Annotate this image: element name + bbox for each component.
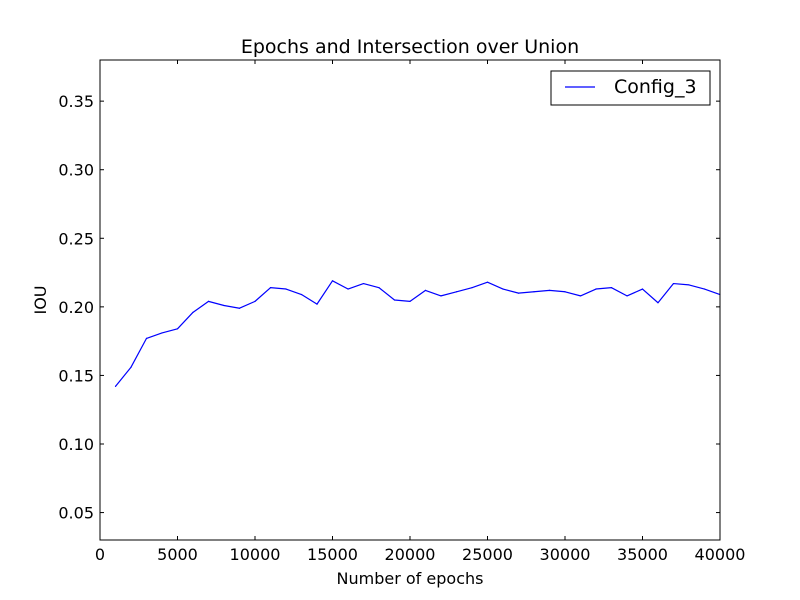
data-point — [626, 295, 628, 297]
y-tick-label: 0.05 — [58, 504, 94, 523]
data-point — [145, 337, 148, 339]
x-tick-label: 10000 — [230, 545, 281, 564]
data-point — [657, 302, 659, 304]
data-point — [347, 288, 349, 290]
y-tick-label: 0.25 — [58, 229, 94, 248]
data-point — [269, 287, 272, 289]
y-tick-label: 0.35 — [58, 92, 94, 111]
y-axis-label: IOU — [31, 285, 50, 314]
data-point — [161, 332, 163, 334]
data-point — [362, 282, 365, 285]
data-point — [579, 295, 582, 297]
data-point — [130, 366, 132, 368]
x-tick-label: 5000 — [157, 545, 198, 564]
x-tick-label: 20000 — [385, 545, 436, 564]
data-point — [176, 328, 179, 330]
data-point — [471, 287, 473, 289]
data-point — [223, 304, 225, 307]
data-point — [192, 311, 194, 313]
y-tick-label: 0.30 — [58, 161, 94, 180]
data-point — [238, 307, 241, 309]
x-axis-label: Number of epochs — [337, 569, 484, 588]
x-tick-label: 30000 — [540, 545, 591, 564]
data-point — [688, 284, 690, 286]
data-point — [548, 289, 551, 291]
data-point — [285, 288, 287, 290]
data-point — [610, 287, 613, 289]
data-point — [300, 293, 303, 296]
data-point — [440, 295, 442, 297]
data-point — [207, 300, 210, 302]
plot-frame — [99, 59, 721, 541]
series-line-config-3 — [115, 280, 721, 387]
data-point — [409, 300, 411, 302]
data-point — [672, 282, 675, 285]
x-tick-label: 40000 — [695, 545, 746, 564]
axis-ticks: 0 5000 10000 15000 20000 25000 30000 35000 40000… — [58, 60, 745, 564]
data-point — [114, 385, 117, 387]
plot-area — [114, 280, 721, 387]
y-tick-label: 0.10 — [58, 435, 94, 454]
x-tick-label: 35000 — [617, 545, 668, 564]
data-point — [455, 291, 458, 293]
data-point — [533, 291, 535, 293]
legend-label-config-3: Config_3 — [614, 76, 697, 98]
data-point — [703, 288, 706, 290]
x-tick-label: 25000 — [462, 545, 513, 564]
data-point — [316, 303, 318, 305]
data-point — [331, 280, 334, 282]
data-point — [564, 291, 566, 293]
data-point — [486, 281, 489, 283]
data-point — [517, 292, 520, 294]
x-tick-label: 15000 — [307, 545, 358, 564]
data-point — [378, 287, 380, 289]
data-point — [424, 289, 427, 291]
data-point — [595, 288, 597, 290]
x-tick-label: 0 — [95, 545, 105, 564]
data-point — [254, 300, 256, 302]
chart-title: Epochs and Intersection over Union — [241, 36, 579, 58]
data-point — [393, 299, 396, 301]
y-tick-label: 0.20 — [58, 298, 94, 317]
y-tick-label: 0.15 — [58, 366, 94, 385]
legend-box — [550, 70, 711, 106]
data-point — [502, 288, 504, 290]
legend: Config_3 — [550, 70, 711, 106]
data-point — [641, 288, 644, 290]
